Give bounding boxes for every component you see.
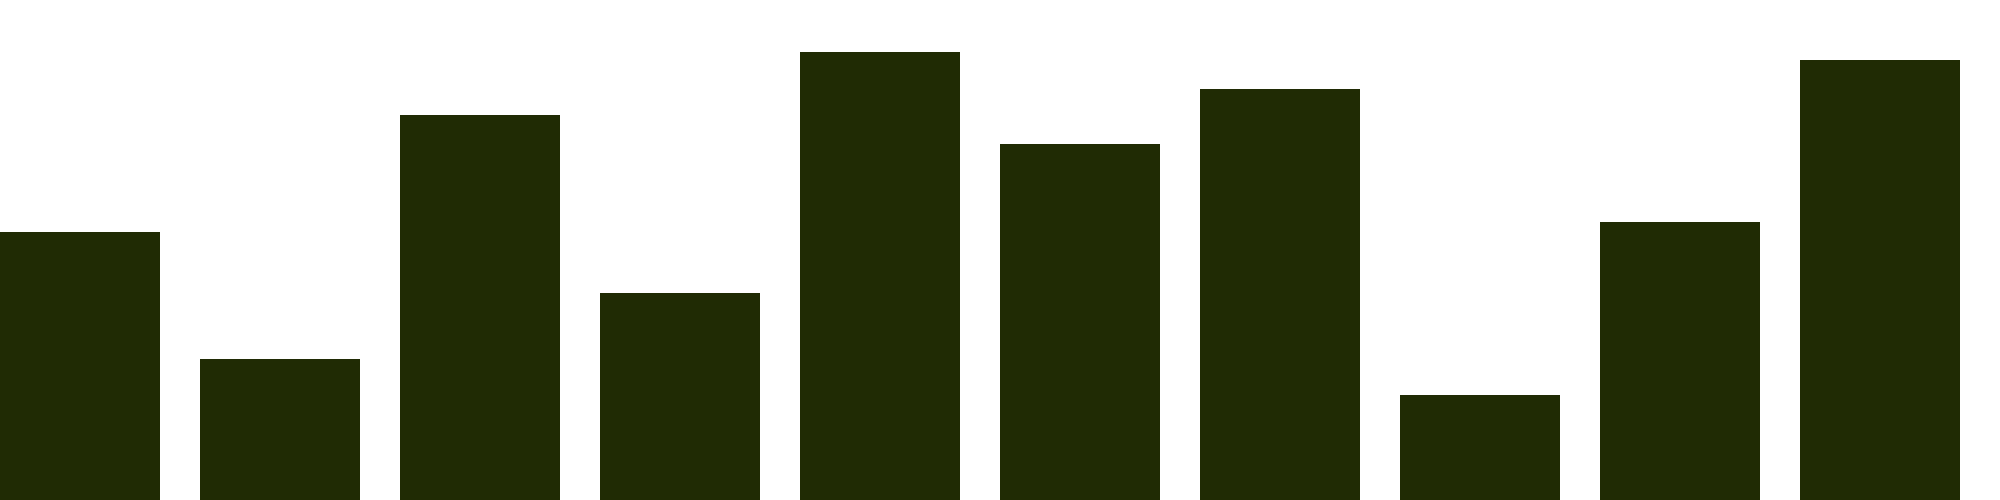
bar-3 [400, 115, 560, 500]
bar-9 [1600, 222, 1760, 500]
bar-2 [200, 359, 360, 500]
bar-10 [1800, 60, 1960, 500]
bar-1 [0, 232, 160, 500]
bar-8 [1400, 395, 1560, 500]
bar-4 [600, 293, 760, 500]
bar-6 [1000, 144, 1160, 500]
bar-7 [1200, 89, 1360, 500]
bar-5 [800, 52, 960, 500]
bar-group [0, 52, 1960, 500]
